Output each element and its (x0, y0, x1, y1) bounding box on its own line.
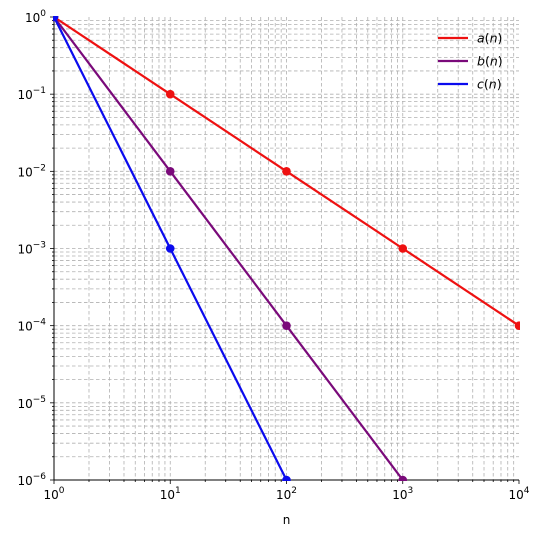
x-tick-label: 102 (276, 486, 297, 502)
data-point-a-n (398, 244, 408, 253)
legend-label-b-n: b(n) (477, 54, 503, 69)
y-tick-label: 10−3 (17, 241, 46, 257)
data-point-c-n (53, 16, 59, 22)
data-point-a-n (282, 167, 291, 176)
y-tick-label: 10−5 (17, 395, 46, 411)
y-tick-label: 10−4 (17, 318, 46, 334)
x-tick-label: 103 (392, 486, 413, 502)
y-tick-label: 100 (25, 9, 46, 25)
data-point-c-n (165, 244, 175, 253)
x-axis-label: n (283, 513, 291, 527)
x-tick-label: 101 (160, 486, 181, 502)
data-point-b-n (282, 321, 291, 330)
y-ticks: 100 10−1 10−2 10−3 10−4 10−5 10−6 (17, 9, 54, 488)
x-tick-label: 100 (43, 486, 64, 502)
series-line-b-n (53, 16, 404, 481)
data-point-b-n (398, 475, 408, 481)
legend-label-a-n: a(n) (477, 31, 502, 46)
x-tick-label: 104 (508, 486, 529, 502)
legend-label-c-n: c(n) (477, 77, 502, 92)
grid (54, 17, 519, 480)
x-ticks: 100 101 102 103 104 (43, 480, 530, 502)
series-layer (53, 16, 520, 481)
data-point-b-n (165, 167, 175, 176)
data-point-a-n (514, 321, 520, 330)
legend: a(n) b(n) c(n) (438, 31, 503, 92)
plot-area (53, 16, 520, 481)
y-tick-label: 10−1 (17, 86, 46, 102)
y-tick-label: 10−2 (17, 163, 46, 179)
data-point-c-n (282, 475, 291, 481)
y-tick-label: 10−6 (17, 472, 46, 488)
data-point-a-n (165, 89, 175, 99)
